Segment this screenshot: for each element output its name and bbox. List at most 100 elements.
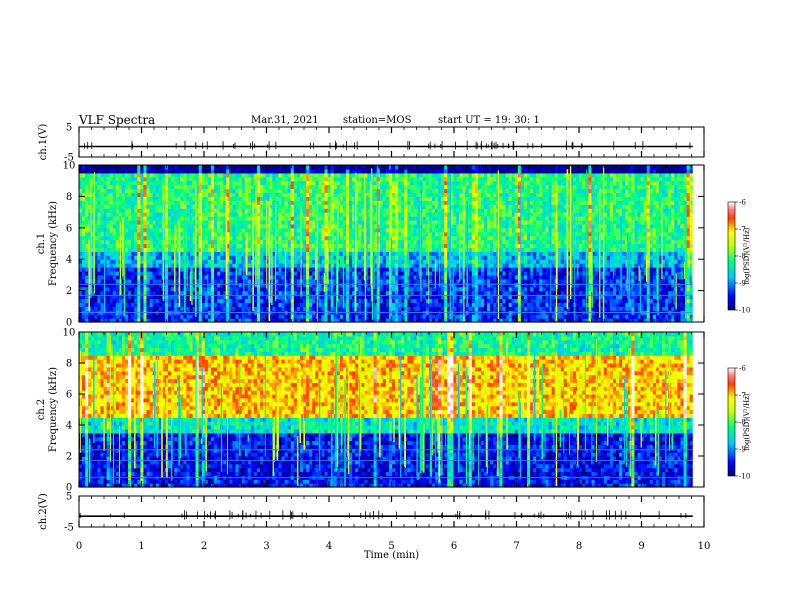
spectrogram-cell xyxy=(198,168,203,174)
spectrogram-cell xyxy=(186,298,191,303)
spectrogram-cell xyxy=(140,294,145,300)
spectrogram-cell xyxy=(217,302,221,307)
spectrogram-cell xyxy=(204,251,209,256)
spectrogram-cell xyxy=(103,259,108,264)
spectrogram-cell xyxy=(180,180,184,186)
spectrogram-cell xyxy=(214,290,218,296)
spectrogram-cell xyxy=(155,298,160,303)
spectrogram-cell xyxy=(149,196,154,201)
spectrogram-cell xyxy=(226,306,230,311)
spectrogram-cell xyxy=(238,208,243,213)
spectrogram-cell xyxy=(247,208,252,213)
spectrogram-cell xyxy=(146,188,151,194)
spectrogram-cell xyxy=(247,216,252,221)
spectrogram-cell xyxy=(158,223,163,229)
spectrogram-cell xyxy=(97,231,102,237)
spectrogram-cell xyxy=(137,172,141,178)
spectrogram-cell xyxy=(183,184,188,190)
spectrogram-cell xyxy=(229,180,234,186)
spectrogram-cell xyxy=(226,180,230,186)
spectrogram-cell xyxy=(192,227,197,233)
spectrogram-cell xyxy=(128,235,132,241)
spectrogram-cell xyxy=(143,270,148,276)
spectrogram-cell xyxy=(235,212,240,217)
spectrogram-cell xyxy=(186,270,191,276)
spectrogram-cell xyxy=(131,188,135,194)
spectrogram-cell xyxy=(143,196,148,201)
spectrogram-cell xyxy=(164,251,169,256)
spectrogram-cell xyxy=(226,223,230,229)
spectrogram-cell xyxy=(152,247,157,252)
spectrogram-cell xyxy=(103,239,108,245)
spectrogram-cell xyxy=(82,302,86,307)
spectrogram-cell xyxy=(149,282,154,288)
spectrogram-cell xyxy=(207,180,212,186)
spectrogram-cell xyxy=(103,172,108,178)
spectrogram-cell xyxy=(253,306,258,311)
spectrogram-cell xyxy=(195,239,200,245)
spectrogram-cell xyxy=(241,223,246,229)
spectrogram-cell xyxy=(201,196,206,201)
spectrogram-cell xyxy=(91,180,95,186)
spectrogram-cell xyxy=(125,302,129,307)
spectrogram-cell xyxy=(186,231,191,237)
spectrogram-cell xyxy=(263,184,267,190)
spectrogram-cell xyxy=(214,184,218,190)
spectrogram-cell xyxy=(232,255,237,260)
spectrogram-cell xyxy=(121,188,126,194)
spectrogram-cell xyxy=(238,231,243,237)
spectrogram-cell xyxy=(91,192,95,197)
spectrogram-cell xyxy=(103,204,108,209)
spectrogram-cell xyxy=(210,212,215,217)
spectrogram-cell xyxy=(134,286,138,292)
spectrogram-cell xyxy=(201,176,206,182)
spectrogram-cell xyxy=(171,294,175,300)
spectrogram-cell xyxy=(260,172,264,178)
spectrogram-cell xyxy=(223,231,227,237)
spectrogram-cell xyxy=(125,216,129,221)
spectrogram-cell xyxy=(192,251,197,256)
spectrogram-cell xyxy=(155,200,160,205)
spectrogram-cell xyxy=(217,298,221,303)
spectrogram-cell xyxy=(149,204,154,209)
spectrogram-cell xyxy=(137,306,141,311)
spectrogram-cell xyxy=(164,270,169,276)
spectrogram-cell xyxy=(106,239,111,245)
spectrogram-cell xyxy=(253,314,258,319)
spectrogram-cell xyxy=(140,176,145,182)
spectrogram-cell xyxy=(128,314,132,319)
spectrogram-cell xyxy=(260,235,264,241)
spectrogram-cell xyxy=(266,251,270,256)
spectrogram-cell xyxy=(134,176,138,182)
spectrogram-cell xyxy=(226,227,230,233)
spectrogram-cell xyxy=(149,172,154,178)
spectrogram-cell xyxy=(158,204,163,209)
spectrogram-cell xyxy=(112,223,117,229)
spectrogram-cell xyxy=(180,298,184,303)
spectrogram-cell xyxy=(106,184,111,190)
spectrogram-cell xyxy=(183,204,188,209)
spectrogram-cell xyxy=(131,251,135,256)
spectrogram-cell xyxy=(115,251,120,256)
spectrogram-cell xyxy=(269,263,273,268)
spectrogram-cell xyxy=(229,314,234,319)
spectrogram-cell xyxy=(152,168,157,174)
spectrogram-cell xyxy=(210,298,215,303)
spectrogram-cell xyxy=(269,204,273,209)
spectrogram-cell xyxy=(118,314,123,319)
spectrogram-cell xyxy=(244,298,249,303)
spectrogram-cell xyxy=(195,298,200,303)
spectrogram-cell xyxy=(198,165,203,170)
spectrogram-cell xyxy=(214,219,218,225)
spectrogram-cell xyxy=(195,235,200,241)
spectrogram-cell xyxy=(158,255,163,260)
spectrogram-cell xyxy=(260,227,264,233)
spectrogram-cell xyxy=(125,192,129,197)
spectrogram-cell xyxy=(223,278,227,284)
spectrogram-cell xyxy=(223,216,227,221)
spectrogram-cell xyxy=(158,298,163,303)
spectrogram-cell xyxy=(217,200,221,205)
spectrogram-cell xyxy=(85,274,89,280)
spectrogram-cell xyxy=(201,180,206,186)
spectrogram-cell xyxy=(88,176,92,182)
